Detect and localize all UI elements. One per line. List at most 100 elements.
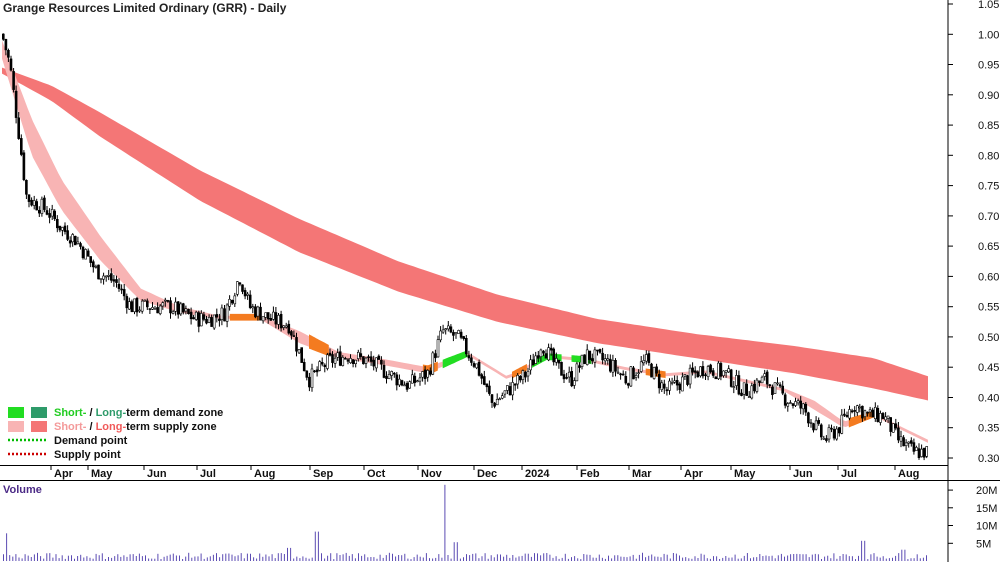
x-tick-label: Oct: [367, 468, 386, 480]
candle-body: [472, 363, 476, 367]
candle: [709, 363, 712, 374]
candle-body: [359, 353, 363, 357]
candle: [482, 370, 486, 386]
candle-body: [652, 367, 656, 379]
candle-body: [524, 371, 527, 378]
candle-body: [279, 313, 283, 329]
candle: [135, 296, 139, 317]
candle: [590, 353, 594, 365]
candle-body: [220, 307, 224, 320]
candle: [215, 308, 219, 323]
candle: [719, 361, 723, 381]
candle: [313, 370, 316, 373]
candle: [701, 361, 705, 379]
candle: [89, 256, 92, 268]
candle-body: [521, 370, 525, 380]
candle-body: [413, 375, 417, 383]
candle-body: [256, 306, 260, 317]
candle: [909, 437, 913, 447]
candle-body: [266, 312, 270, 320]
price-candles: [1, 33, 929, 461]
candle: [814, 416, 818, 431]
candle: [907, 441, 911, 448]
legend-supply-sep: /: [86, 421, 95, 433]
candle: [585, 344, 589, 366]
candle: [675, 375, 679, 391]
candle-body: [290, 331, 293, 336]
candle: [588, 350, 592, 364]
candle: [269, 313, 273, 321]
candle-body: [516, 374, 520, 385]
candle: [508, 382, 512, 396]
candle: [71, 233, 74, 247]
candle-body: [657, 374, 661, 389]
candle-body: [776, 382, 779, 385]
y-tick-label: 0.30: [978, 453, 999, 465]
candle: [97, 264, 100, 280]
candle-body: [305, 370, 309, 378]
candle-body: [917, 448, 921, 459]
candle-body: [179, 303, 183, 315]
zone-highlight-1: [309, 334, 329, 357]
candle-body: [418, 377, 422, 382]
candle-body: [737, 375, 741, 395]
candle: [50, 204, 54, 220]
long-term-supply-zone: [2, 67, 928, 401]
candle: [732, 380, 736, 394]
candle: [164, 297, 167, 307]
candle-body: [506, 385, 509, 391]
candle: [55, 215, 59, 233]
candle-body: [254, 306, 257, 318]
candle: [511, 376, 514, 401]
candle-body: [436, 339, 440, 358]
y-tick-label: 0.75: [978, 181, 999, 193]
candle-body: [297, 349, 301, 354]
candle: [835, 426, 839, 441]
candle: [506, 385, 509, 395]
candle: [63, 222, 67, 235]
x-tick-label: Mar: [632, 468, 652, 480]
candle-body: [223, 308, 226, 322]
candle: [673, 375, 676, 384]
candle-body: [647, 353, 651, 363]
candle: [686, 374, 689, 387]
candle: [53, 209, 57, 221]
candle-body: [120, 288, 123, 291]
candle: [416, 379, 419, 383]
candle-body: [789, 402, 792, 404]
candle-body: [164, 299, 167, 302]
candle: [763, 369, 767, 381]
candle-body: [14, 90, 18, 118]
candle-body: [585, 349, 589, 365]
candle-body: [879, 412, 882, 423]
candle: [650, 362, 653, 378]
candle: [843, 408, 846, 417]
candle-body: [531, 359, 535, 366]
candle: [464, 335, 468, 357]
candle: [837, 426, 841, 437]
candle-body: [781, 385, 785, 394]
candle: [133, 298, 136, 315]
vol-tick-label: 15M: [976, 503, 997, 515]
candle-body: [233, 295, 237, 305]
candle-body: [380, 359, 383, 365]
candle: [771, 384, 774, 400]
candle: [634, 372, 638, 381]
candle: [251, 303, 255, 314]
candle-body: [274, 312, 278, 325]
candle: [92, 259, 95, 273]
candle: [807, 411, 810, 427]
candle-body: [814, 420, 818, 430]
candle: [418, 373, 422, 386]
x-tick-label: May: [91, 468, 113, 480]
candle: [809, 419, 813, 428]
candle-body: [632, 367, 635, 380]
candle-body: [212, 314, 216, 329]
candle: [894, 418, 898, 431]
candle-body: [428, 370, 432, 375]
candle: [156, 302, 159, 314]
candle-body: [840, 414, 844, 434]
candle-body: [701, 366, 705, 377]
candle: [531, 353, 535, 366]
candle-body: [693, 370, 697, 373]
